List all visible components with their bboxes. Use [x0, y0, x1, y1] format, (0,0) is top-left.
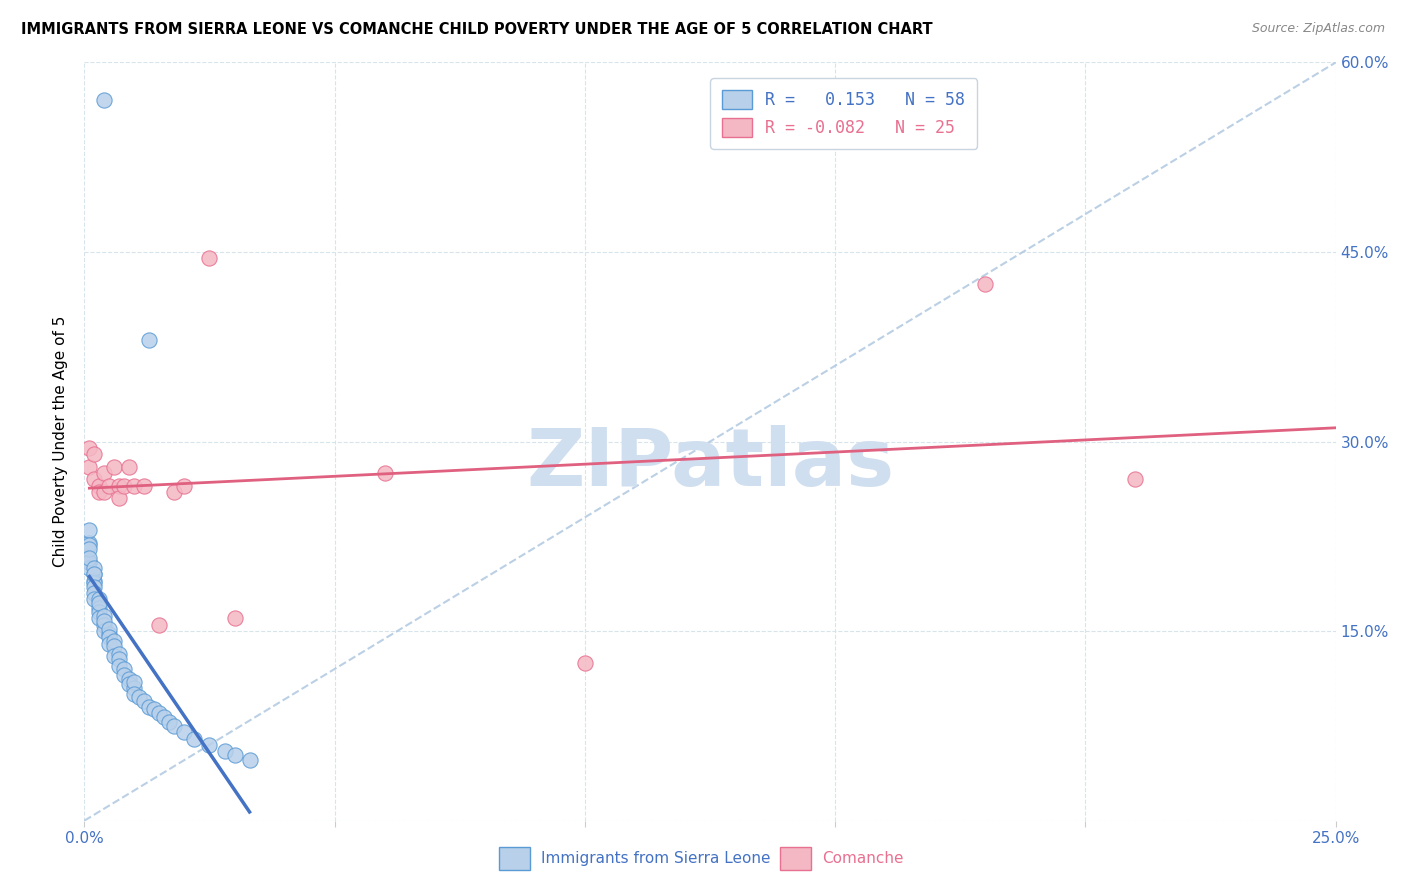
Point — [148, 617, 170, 632]
Point — [173, 725, 195, 739]
Point — [83, 447, 105, 461]
Point — [93, 485, 115, 500]
Point — [112, 479, 135, 493]
Point — [159, 715, 181, 730]
Text: Source: ZipAtlas.com: Source: ZipAtlas.com — [1251, 22, 1385, 36]
Point — [224, 611, 246, 625]
Point — [83, 592, 105, 607]
Point — [103, 459, 125, 474]
Point — [98, 637, 121, 651]
Point — [89, 596, 111, 610]
Point — [108, 647, 131, 661]
Point — [79, 441, 101, 455]
Point — [224, 747, 246, 762]
Text: ZIPatlas: ZIPatlas — [526, 425, 894, 503]
Point — [108, 479, 131, 493]
Point — [83, 561, 105, 575]
Point — [124, 687, 146, 701]
Point — [108, 491, 131, 506]
Point — [83, 567, 105, 582]
Point — [89, 592, 111, 607]
Point — [93, 608, 115, 623]
Point — [103, 649, 125, 664]
Point — [79, 523, 101, 537]
Point — [118, 672, 141, 686]
Point — [93, 624, 115, 639]
Point — [574, 656, 596, 670]
Point — [79, 459, 101, 474]
Point — [93, 617, 115, 632]
Point — [153, 710, 176, 724]
Point — [108, 652, 131, 666]
Point — [118, 459, 141, 474]
Point — [138, 699, 160, 714]
Point — [103, 634, 125, 648]
Point — [143, 702, 166, 716]
Point — [163, 485, 186, 500]
Point — [79, 561, 101, 575]
Point — [974, 277, 997, 291]
Point — [124, 674, 146, 689]
Point — [134, 479, 156, 493]
Point — [183, 731, 205, 746]
Point — [79, 541, 101, 556]
Point — [89, 601, 111, 615]
Y-axis label: Child Poverty Under the Age of 5: Child Poverty Under the Age of 5 — [53, 316, 69, 567]
Text: Immigrants from Sierra Leone: Immigrants from Sierra Leone — [541, 851, 770, 865]
Point — [79, 550, 101, 565]
Point — [83, 576, 105, 591]
Point — [83, 586, 105, 600]
Point — [124, 479, 146, 493]
Point — [1125, 473, 1147, 487]
Point — [89, 611, 111, 625]
Point — [98, 626, 121, 640]
Point — [198, 738, 221, 752]
Point — [128, 690, 150, 704]
Point — [163, 719, 186, 733]
Point — [173, 479, 195, 493]
Point — [198, 252, 221, 266]
Point — [214, 744, 236, 758]
Point — [112, 662, 135, 676]
Point — [134, 693, 156, 707]
Point — [79, 538, 101, 552]
Text: Comanche: Comanche — [823, 851, 904, 865]
Point — [108, 659, 131, 673]
Point — [112, 668, 135, 682]
Point — [93, 614, 115, 628]
Point — [79, 555, 101, 569]
Point — [238, 753, 260, 767]
Point — [79, 535, 101, 549]
Point — [138, 334, 160, 348]
Point — [89, 479, 111, 493]
Point — [83, 580, 105, 594]
Point — [98, 479, 121, 493]
Point — [103, 639, 125, 653]
Point — [83, 473, 105, 487]
Point — [93, 466, 115, 480]
Text: IMMIGRANTS FROM SIERRA LEONE VS COMANCHE CHILD POVERTY UNDER THE AGE OF 5 CORREL: IMMIGRANTS FROM SIERRA LEONE VS COMANCHE… — [21, 22, 932, 37]
Legend: R =   0.153   N = 58, R = -0.082   N = 25: R = 0.153 N = 58, R = -0.082 N = 25 — [710, 78, 977, 149]
Point — [374, 466, 396, 480]
Point — [93, 94, 115, 108]
Point — [118, 677, 141, 691]
Point — [98, 622, 121, 636]
Point — [124, 681, 146, 695]
Point — [79, 555, 101, 569]
Point — [148, 706, 170, 721]
Point — [98, 631, 121, 645]
Point — [89, 605, 111, 619]
Point — [89, 485, 111, 500]
Point — [83, 567, 105, 582]
Point — [83, 574, 105, 588]
